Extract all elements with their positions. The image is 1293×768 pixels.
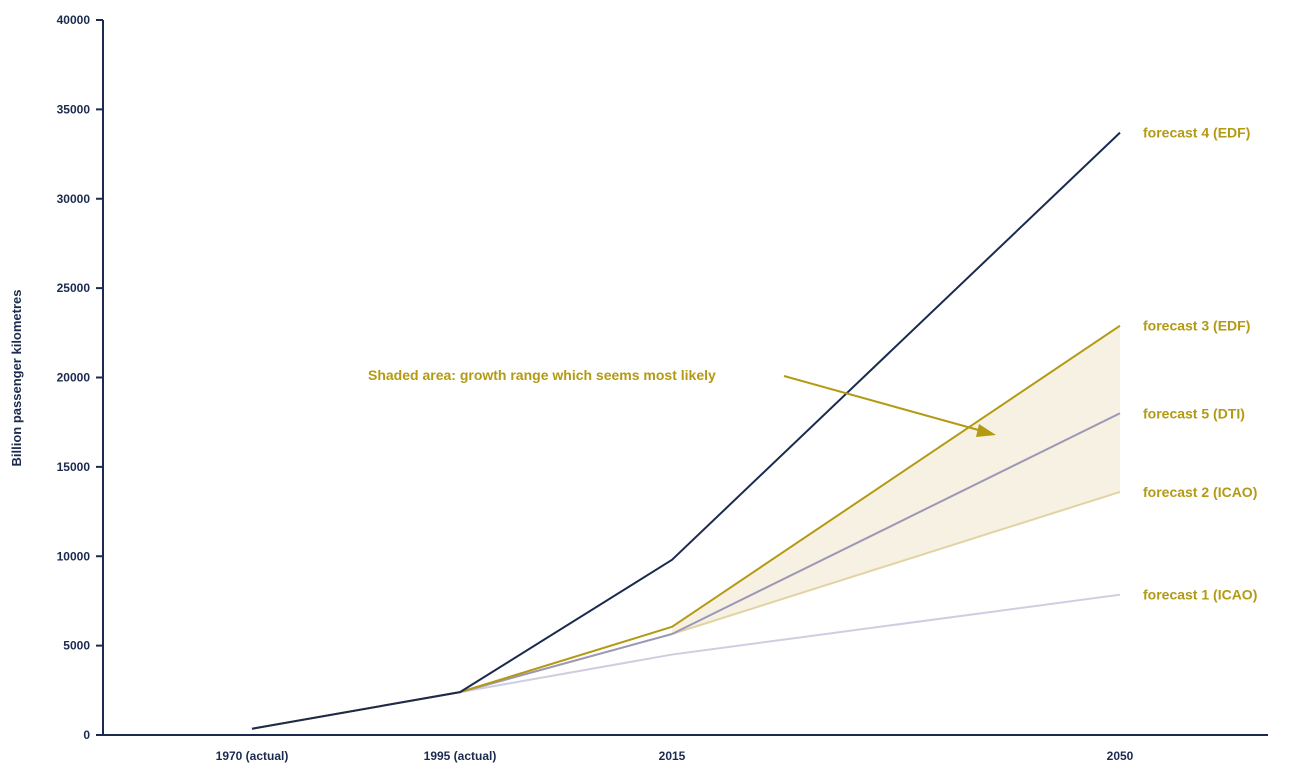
series-line-forecast-4-edf: [251, 131, 1121, 730]
x-tick-label: 2015: [659, 749, 686, 763]
series-line-forecast-1-icao: [251, 593, 1121, 730]
x-ticks: 1970 (actual) 1995 (actual) 2015 2050: [216, 749, 1134, 763]
series-label-forecast-3-edf: forecast 3 (EDF): [1143, 318, 1250, 334]
series-label-forecast-2-icao: forecast 2 (ICAO): [1143, 484, 1257, 500]
y-tick-label: 0: [83, 728, 90, 742]
x-tick-label: 1970 (actual): [216, 749, 289, 763]
y-tick-label: 10000: [57, 549, 91, 563]
y-tick-label: 25000: [57, 281, 91, 295]
y-tick-label: 15000: [57, 460, 91, 474]
x-tick-label: 2050: [1107, 749, 1134, 763]
y-ticks: 0 5000 10000 15000 20000 25000 30000 35000 40000: [57, 13, 103, 742]
y-tick-label: 35000: [57, 102, 91, 116]
series-label-forecast-5-dti: forecast 5 (DTI): [1143, 405, 1245, 421]
y-tick-label: 40000: [57, 13, 91, 27]
y-tick-label: 30000: [57, 192, 91, 206]
y-tick-label: 20000: [57, 371, 91, 385]
shaded-area: [672, 325, 1120, 635]
annotation-arrow-line: [783, 375, 983, 432]
x-tick-label: 1995 (actual): [424, 749, 497, 763]
series-label-forecast-4-edf: forecast 4 (EDF): [1143, 125, 1250, 141]
annotation-text: Shaded area: growth range which seems mo…: [368, 367, 716, 383]
y-axis-label: Billion passenger kilometres: [9, 289, 24, 466]
annotation-arrowhead: [976, 424, 996, 437]
series-label-forecast-1-icao: forecast 1 (ICAO): [1143, 587, 1257, 603]
series-lines: [251, 131, 1121, 730]
series-labels: forecast 4 (EDF) forecast 3 (EDF) forecast…: [1143, 125, 1257, 603]
annotation: Shaded area: growth range which seems mo…: [368, 367, 996, 437]
y-tick-label: 5000: [63, 639, 90, 653]
shaded-area-layer: [672, 325, 1120, 635]
